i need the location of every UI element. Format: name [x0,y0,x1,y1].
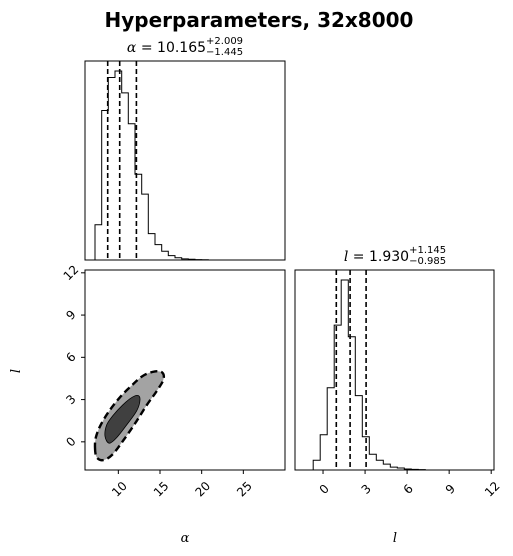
figure-title: Hyperparameters, 32x8000 [105,8,414,32]
l-title-median: 1.930 [369,249,409,265]
l-title-symbol: l [344,249,348,265]
l-ytick-label: 0 [63,434,78,449]
y-axis-label-l: l [9,369,24,373]
alpha-histogram-frame [84,60,286,261]
l-ytick-label: 12 [61,262,82,283]
l-title-plus: +1.145 [409,245,446,256]
l-ytick-label: 9 [63,307,78,322]
l-xtick-label: 6 [401,482,416,497]
alpha-histogram-panel: α = 10.165+2.009 −1.445 [84,36,286,261]
l-title-eq: = [348,249,369,265]
alpha-title-symbol: α [127,40,137,56]
alpha-l-contour-panel: 10 15 20 25 0 3 6 9 12 α l [9,262,286,546]
contour-x-ticks: 10 15 20 25 [109,470,255,500]
l-quantile-lines [335,270,367,470]
l-histogram-panel: 0 3 6 9 12 l = 1.930+1.145 −0.985 l [294,245,503,546]
alpha-xtick-label: 20 [192,479,213,500]
l-ytick-label: 3 [63,392,78,407]
alpha-quantile-lines [106,61,138,260]
l-xtick-label: 12 [482,479,503,500]
alpha-title-minus: −1.445 [206,47,243,58]
alpha-xtick-label: 10 [109,479,130,500]
contour-y-ticks: 0 3 6 9 12 [61,262,85,449]
l-histogram-title: l = 1.930+1.145 −0.985 [344,245,446,267]
l-ytick-label: 6 [63,350,78,365]
alpha-xtick-label: 15 [151,479,172,500]
l-histogram [295,279,494,470]
alpha-xtick-label: 25 [234,479,255,500]
contour-frame [84,269,286,471]
alpha-histogram-title: α = 10.165+2.009 −1.445 [127,36,243,58]
l-title-minus: −0.985 [409,256,446,267]
l-x-ticks: 0 3 6 9 12 [317,470,503,500]
alpha-histogram [85,70,285,260]
alpha-title-plus: +2.009 [206,36,243,47]
alpha-title-eq: = [136,40,157,56]
l-histogram-steps [295,279,494,470]
alpha-l-contours [93,370,166,462]
l-xtick-label: 9 [443,482,458,497]
l-histogram-frame [294,269,495,471]
contour-inner [104,394,141,444]
x-axis-label-l: l [393,531,397,546]
x-axis-label-alpha: α [181,531,190,546]
alpha-title-median: 10.165 [157,40,206,56]
alpha-histogram-steps [85,70,285,260]
l-xtick-label: 3 [359,482,374,497]
l-xtick-label: 0 [317,482,332,497]
